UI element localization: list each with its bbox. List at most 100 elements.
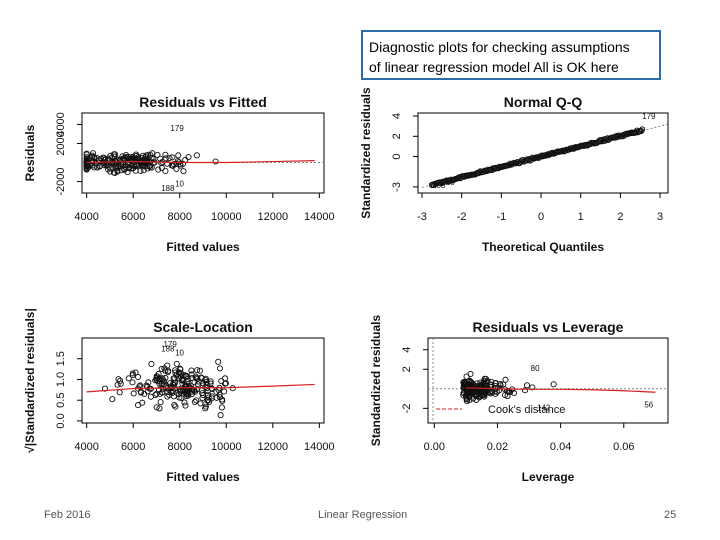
chart3-point (172, 403, 179, 410)
chart3-point (182, 402, 189, 409)
chart3-point (213, 394, 220, 401)
chart1-x-tick-label: 12000 (258, 211, 289, 223)
chart1-x-tick-label: 6000 (121, 211, 145, 223)
footer-date: Feb 2016 (44, 509, 91, 521)
chart3-y-tick-label: 0.5 (55, 393, 67, 408)
chart3-point (109, 396, 116, 403)
chart3-point (199, 394, 206, 401)
chart2-y-tick-label: -3 (391, 182, 403, 192)
chart3-point (191, 398, 198, 406)
chart3-point (172, 369, 179, 376)
chart2-point (638, 128, 645, 135)
chart4-smoother-line (465, 387, 656, 393)
chart3-point (158, 365, 165, 372)
chart4-point (492, 380, 499, 387)
chart4-x-tick-label: 0.02 (487, 441, 508, 453)
chart1-point (83, 162, 90, 169)
chart1-plot-frame (81, 112, 325, 194)
chart4-point (469, 395, 477, 402)
chart1-point (83, 156, 90, 163)
chart2-x-tick-label: -1 (496, 211, 506, 223)
chart1-point (89, 150, 97, 157)
chart1-point (179, 160, 187, 167)
chart1-point (110, 151, 117, 158)
chart1-point (212, 158, 219, 165)
chart3-point (179, 376, 187, 384)
chart4-point (460, 390, 467, 397)
chart3-point (129, 371, 136, 378)
chart3-point (171, 401, 178, 408)
chart3-x-tick-label: 4000 (74, 441, 98, 453)
chart3-point (145, 379, 152, 386)
chart3-point (188, 371, 195, 378)
chart4-point-label: 142 (537, 403, 551, 412)
chart4-y-tick-label: -2 (401, 403, 413, 413)
chart3-point (169, 389, 176, 396)
chart3-point (207, 378, 214, 385)
chart3-x-tick-label: 14000 (304, 441, 335, 453)
chart3-point (202, 375, 209, 382)
chart3-point (215, 358, 222, 365)
chart1-x-tick-label: 4000 (74, 211, 98, 223)
chart4-y-tick-label: 2 (401, 366, 413, 372)
chart2-x-tick-label: 1 (578, 211, 584, 223)
chart3-point (196, 367, 203, 374)
chart2-point (639, 126, 646, 133)
chart4-point (467, 389, 474, 396)
chart1-point (107, 152, 114, 159)
chart3-point (115, 376, 122, 383)
chart1-point (150, 160, 157, 167)
chart1-point (149, 150, 156, 157)
chart3-y-tick-label: 1.0 (55, 372, 67, 387)
chart3-y-tick-label: 0.0 (55, 413, 67, 428)
chart2-plot-frame (417, 112, 669, 194)
chart3-point (202, 376, 209, 383)
chart3-x-tick-label: 12000 (258, 441, 289, 453)
chart3-point (172, 367, 179, 374)
chart3-point (194, 367, 201, 374)
chart3-point (101, 385, 109, 392)
chart1-point (93, 154, 100, 162)
chart1-y-axis-label: Residuals (23, 124, 37, 181)
chart2-y-tick-label: 4 (391, 113, 403, 119)
chart4-point (481, 375, 488, 382)
chart3-point (221, 375, 229, 382)
chart4-x-axis-label: Leverage (522, 470, 575, 484)
chart1-x-tick-label: 14000 (304, 211, 335, 223)
chart4-point (502, 376, 509, 383)
chart1-point (118, 167, 125, 174)
chart1-point (83, 165, 90, 172)
chart4-point (510, 389, 518, 397)
chart2-y-tick-label: 0 (391, 153, 403, 159)
chart3-x-tick-label: 8000 (167, 441, 191, 453)
chart4-point (550, 381, 557, 388)
chart3-point (125, 375, 132, 382)
chart3-point (202, 405, 209, 412)
chart2-point (595, 138, 602, 145)
chart1-point (114, 167, 121, 174)
chart3-point (159, 380, 166, 387)
chart1-point (175, 152, 182, 159)
chart4-point (523, 382, 531, 389)
chart4-point (463, 397, 470, 405)
chart3-point (185, 391, 192, 398)
chart2-x-tick-label: 3 (657, 211, 663, 223)
chart1-y-tick-label: 2000 (55, 131, 67, 155)
chart4-point (501, 391, 509, 399)
chart3-point (137, 389, 145, 396)
chart3-point (157, 399, 164, 406)
chart3-point (155, 370, 162, 378)
chart1-x-axis-label: Fitted values (166, 240, 240, 254)
chart1-point (155, 166, 162, 173)
chart3-point (153, 376, 160, 383)
chart2-point-label: 10 (446, 178, 455, 187)
chart3-y-tick-label: 1.5 (55, 351, 67, 366)
chart1-point (193, 152, 200, 159)
chart3-point (193, 397, 200, 404)
chart3-point (176, 369, 183, 377)
chart2-point (541, 152, 549, 159)
chart3-point (155, 386, 163, 393)
chart4-point (529, 384, 536, 391)
chart3-x-tick-label: 6000 (121, 441, 145, 453)
callout-line-2: of linear regression model All is OK her… (369, 59, 619, 75)
